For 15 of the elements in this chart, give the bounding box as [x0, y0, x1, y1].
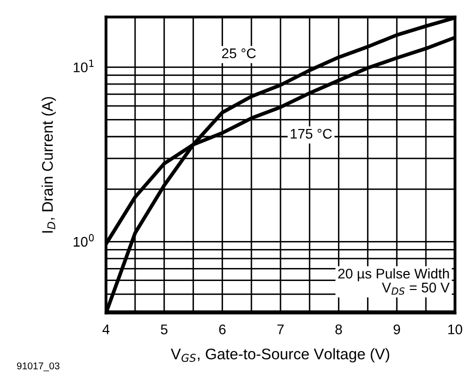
x-tick-label: 7 — [277, 324, 284, 334]
annotation: 20 µs Pulse Width V$_{DS}$ = 50 V — [338, 268, 450, 295]
y-tick-label: 10$^{0}$ — [74, 234, 94, 247]
text: 25 °C — [222, 48, 256, 58]
series-label: 175 °C — [290, 128, 332, 139]
x-tick-label: 6 — [219, 324, 226, 334]
y-axis-title: I$_{D}$, Drain Current (A) — [42, 97, 56, 233]
x-axis-title: V$_{GS}$, Gate-to-Source Voltage (V) — [170, 348, 390, 362]
text: 91017_03 — [17, 362, 60, 372]
y-tick-label: 10$^{1}$ — [74, 60, 94, 72]
x-tick-label: 8 — [335, 324, 342, 334]
x-tick-label: 9 — [394, 324, 400, 334]
x-tick-label: 4 — [102, 324, 110, 334]
x-tick-label: 10 — [448, 324, 462, 334]
x-tick-label: 5 — [160, 324, 168, 334]
